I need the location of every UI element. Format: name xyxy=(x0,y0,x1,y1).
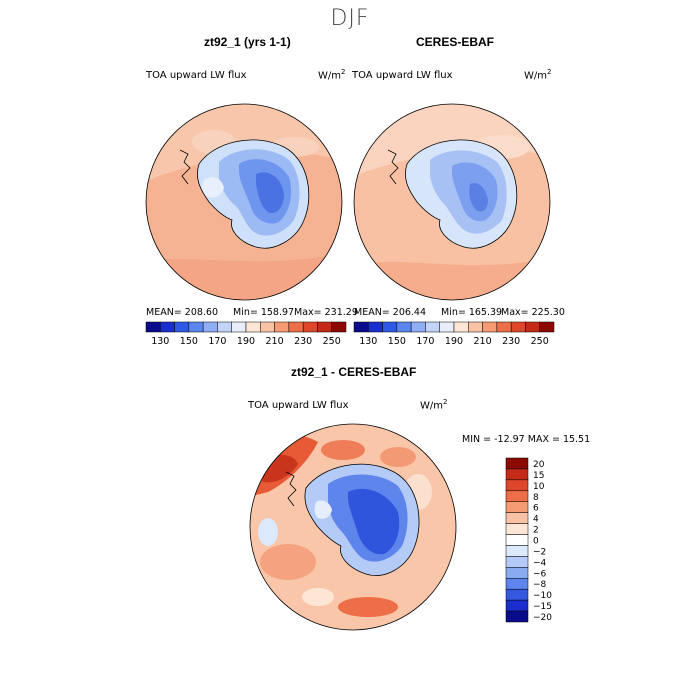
diff-colorbar-swatch xyxy=(505,534,529,546)
obs-colorbar-swatch xyxy=(482,321,498,333)
obs-colorbar-swatch xyxy=(439,321,455,333)
obs-colorbar-swatch xyxy=(525,321,540,333)
diff-colorbar-swatch xyxy=(505,490,529,502)
obs-colorbar-swatch xyxy=(353,321,369,333)
model-max: Max= 231.29 xyxy=(294,307,358,318)
obs-colorbar-swatch xyxy=(368,321,383,333)
diff-colorbar-swatch xyxy=(505,501,529,513)
model-colorbar-swatch xyxy=(231,321,247,333)
diff-colorbar-swatch xyxy=(505,545,529,557)
model-colorbar-tick: 210 xyxy=(266,336,284,347)
diff-colorbar-tick: 6 xyxy=(533,504,539,514)
model-min: Min= 158.97 xyxy=(233,307,295,318)
obs-min: Min= 165.39 xyxy=(441,307,503,318)
model-colorbar-tick: 130 xyxy=(151,336,169,347)
obs-colorbar-swatch xyxy=(382,321,398,333)
diff-polar-map xyxy=(249,423,457,631)
diff-colorbar-tick: −8 xyxy=(533,580,547,590)
model-field-label: TOA upward LW flux xyxy=(146,70,247,81)
model-colorbar-swatch xyxy=(145,321,161,333)
model-colorbar-tick: 170 xyxy=(208,336,226,347)
diff-colorbar-tick: −2 xyxy=(533,547,546,557)
obs-colorbar: 130150170190210230250270 xyxy=(353,321,555,347)
obs-units-label: W/m2 xyxy=(524,68,552,82)
obs-field-label: TOA upward LW flux xyxy=(352,70,453,81)
diff-colorbar-swatch xyxy=(505,512,529,524)
model-colorbar-swatch xyxy=(302,321,318,333)
diff-colorbar-tick: 10 xyxy=(533,482,545,492)
figure-title: DJF xyxy=(330,6,370,31)
obs-mean: MEAN= 206.44 xyxy=(354,307,427,318)
model-colorbar-swatch xyxy=(202,321,218,333)
diff-colorbar-tick: −4 xyxy=(533,558,547,568)
diff-colorbar-swatch xyxy=(505,479,529,492)
obs-colorbar-tick: 170 xyxy=(416,336,434,347)
model-colorbar: 130150170190210230250270 xyxy=(145,321,347,347)
model-mean: MEAN= 208.60 xyxy=(146,307,219,318)
diff-colorbar-swatch xyxy=(505,556,529,568)
diff-colorbar-tick: 2 xyxy=(533,526,539,536)
obs-colorbar-tick: 230 xyxy=(502,336,520,347)
diff-colorbar-tick: 15 xyxy=(533,471,544,481)
obs-colorbar-swatch xyxy=(410,321,426,333)
diff-colorbar-swatch xyxy=(505,468,529,481)
diff-colorbar-tick: 4 xyxy=(533,515,539,525)
obs-colorbar-swatch xyxy=(539,321,555,333)
obs-polar-map xyxy=(353,103,551,301)
model-colorbar-swatch xyxy=(217,321,232,333)
diff-colorbar-tick: 20 xyxy=(533,460,545,470)
model-colorbar-swatch xyxy=(174,321,190,333)
model-colorbar-tick: 190 xyxy=(237,336,255,347)
obs-colorbar-tick: 210 xyxy=(474,336,492,347)
diff-colorbar-tick: −10 xyxy=(533,591,552,601)
obs-colorbar-tick: 150 xyxy=(388,336,406,347)
diff-colorbar-swatch xyxy=(505,578,529,590)
diff-units-label: W/m2 xyxy=(420,398,448,412)
obs-colorbar-tick: 250 xyxy=(531,336,549,347)
diff-minmax: MIN = -12.97 MAX = 15.51 xyxy=(462,434,591,445)
obs-colorbar-swatch xyxy=(396,321,412,333)
model-colorbar-swatch xyxy=(288,321,304,333)
diff-colorbar-tick: 0 xyxy=(533,537,539,547)
obs-colorbar-swatch xyxy=(453,321,469,333)
diff-field-label: TOA upward LW flux xyxy=(248,400,349,411)
obs-colorbar-swatch xyxy=(510,321,526,333)
obs-max: Max= 225.30 xyxy=(501,307,565,318)
diff-colorbar-tick: 8 xyxy=(533,493,539,503)
obs-colorbar-tick: 190 xyxy=(445,336,463,347)
diff-colorbar-swatch xyxy=(505,567,529,579)
model-colorbar-tick: 230 xyxy=(294,336,312,347)
diff-colorbar-swatch xyxy=(505,610,529,623)
diff-colorbar-swatch xyxy=(505,523,529,535)
model-colorbar-swatch xyxy=(331,321,347,333)
obs-colorbar-swatch xyxy=(425,321,440,333)
diff-colorbar-tick: −15 xyxy=(533,602,552,612)
diff-colorbar-swatch xyxy=(505,599,529,612)
obs-colorbar-swatch xyxy=(496,321,512,333)
model-colorbar-swatch xyxy=(188,321,204,333)
diff-colorbar-tick: −6 xyxy=(533,569,547,579)
obs-colorbar-swatch xyxy=(468,321,483,333)
model-polar-map xyxy=(145,103,343,301)
model-units-label: W/m2 xyxy=(318,68,346,82)
diff-panel-title: zt92_1 - CERES-EBAF xyxy=(291,365,417,379)
model-colorbar-tick: 150 xyxy=(180,336,198,347)
obs-colorbar-tick: 130 xyxy=(359,336,377,347)
model-colorbar-swatch xyxy=(160,321,175,333)
model-colorbar-swatch xyxy=(260,321,275,333)
model-colorbar-swatch xyxy=(317,321,332,333)
diff-colorbar-swatch xyxy=(505,588,529,601)
diff-colorbar-tick: −20 xyxy=(533,613,552,623)
obs-panel-title: CERES-EBAF xyxy=(416,35,495,49)
model-colorbar-swatch xyxy=(274,321,290,333)
diff-colorbar-swatch xyxy=(505,457,529,470)
model-colorbar-swatch xyxy=(245,321,261,333)
model-panel-title: zt92_1 (yrs 1-1) xyxy=(204,35,291,49)
model-colorbar-tick: 250 xyxy=(323,336,341,347)
